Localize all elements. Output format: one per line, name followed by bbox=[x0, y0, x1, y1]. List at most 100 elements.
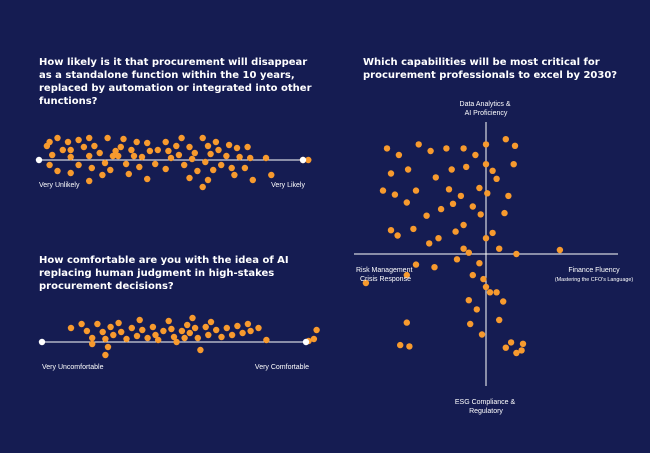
comfort-response-dot bbox=[144, 334, 151, 342]
likelihood-response-dot bbox=[231, 171, 238, 179]
likelihood-response-dot bbox=[236, 153, 243, 161]
capability-response-dot bbox=[513, 349, 520, 357]
quadrant-bottom-label-line: ESG Compliance & bbox=[455, 399, 516, 406]
comfort-response-dot bbox=[102, 335, 109, 343]
likelihood-response-dot bbox=[218, 161, 225, 169]
capability-response-dot bbox=[482, 235, 490, 242]
capability-response-dot bbox=[501, 209, 508, 217]
quadrant-left-label-line: Crisis Response bbox=[360, 276, 411, 283]
likelihood-left-label: Very Unlikely bbox=[39, 182, 80, 189]
likelihood-response-dot bbox=[146, 147, 154, 155]
comfort-response-dot bbox=[89, 334, 96, 342]
likelihood-response-dot bbox=[173, 142, 180, 150]
likelihood-response-dot bbox=[86, 152, 93, 160]
capability-response-dot bbox=[445, 186, 453, 193]
quadrant-left-label-line: Risk Management bbox=[356, 267, 412, 274]
likelihood-response-dot bbox=[75, 161, 82, 169]
capability-response-dot bbox=[460, 245, 467, 252]
comfort-response-dot bbox=[170, 333, 178, 341]
likelihood-response-dot bbox=[181, 161, 188, 169]
quadrant-bottom-label-line: Regulatory bbox=[469, 408, 503, 415]
likelihood-response-dot bbox=[186, 143, 193, 151]
capability-response-dot bbox=[467, 320, 474, 328]
comfort-response-dot bbox=[205, 331, 212, 339]
likelihood-response-dot bbox=[117, 143, 125, 151]
likelihood-response-dot bbox=[178, 134, 185, 142]
likelihood-response-dot bbox=[249, 176, 256, 184]
likelihood-response-dot bbox=[223, 152, 230, 160]
comfort-response-dot bbox=[313, 326, 320, 334]
question-critical-capabilities-title: Which capabilities will be most critical… bbox=[363, 57, 618, 81]
capability-response-dot bbox=[431, 264, 438, 271]
comfort-response-dot bbox=[247, 327, 254, 335]
capability-response-dot bbox=[510, 161, 517, 168]
comfort-response-dot bbox=[218, 333, 225, 341]
comfort-response-dot bbox=[191, 324, 199, 332]
capability-response-dot bbox=[480, 275, 487, 283]
comfort-response-dot bbox=[189, 314, 196, 322]
likelihood-response-dot bbox=[262, 154, 270, 162]
capability-response-dot bbox=[463, 163, 470, 171]
likelihood-response-dot bbox=[233, 144, 241, 152]
question-ai-judgment-title: How comfortable are you with the idea of… bbox=[39, 255, 289, 292]
comfort-response-dot bbox=[244, 320, 252, 328]
capability-response-dot bbox=[465, 297, 472, 304]
likelihood-response-dot bbox=[191, 149, 198, 157]
comfort-response-dot bbox=[115, 319, 122, 327]
quadrant-bottom-label: ESG Compliance & Regulatory bbox=[455, 399, 517, 415]
likelihood-response-dot bbox=[112, 147, 119, 155]
likelihood-response-dot bbox=[210, 166, 217, 174]
capability-response-dot bbox=[460, 221, 467, 229]
comfort-response-dot bbox=[255, 324, 262, 332]
capability-response-dot bbox=[477, 211, 484, 218]
capability-response-dot bbox=[457, 192, 465, 200]
comfort-response-dot bbox=[94, 320, 101, 328]
capability-response-dot bbox=[427, 147, 434, 155]
capability-response-dot bbox=[505, 192, 512, 200]
likelihood-dots bbox=[43, 134, 312, 191]
likelihood-right-label: Very Likely bbox=[271, 182, 305, 189]
likelihood-response-dot bbox=[133, 138, 140, 146]
capability-response-dot bbox=[394, 232, 401, 239]
capability-response-dot bbox=[449, 200, 457, 207]
capability-response-dot bbox=[437, 205, 445, 213]
comfort-response-dot bbox=[310, 335, 318, 343]
capability-response-dot bbox=[489, 229, 496, 237]
capability-response-dot bbox=[556, 246, 564, 254]
likelihood-response-dot bbox=[152, 160, 159, 168]
likelihood-response-dot bbox=[305, 156, 312, 164]
likelihood-response-dot bbox=[138, 153, 146, 161]
question-procurement-disappear-title: How likely is it that procurement will d… bbox=[39, 57, 312, 107]
capability-response-dot bbox=[404, 166, 412, 173]
capability-response-dot bbox=[484, 190, 491, 197]
likelihood-response-dot bbox=[165, 147, 172, 155]
likelihood-response-dot bbox=[115, 152, 122, 160]
quadrant-top-label-line: AI Proficiency bbox=[465, 110, 508, 117]
likelihood-response-dot bbox=[46, 138, 53, 146]
likelihood-response-dot bbox=[128, 146, 135, 154]
likelihood-response-dot bbox=[88, 164, 96, 172]
comfort-scale-chart: Very Uncomfortable Very Comfortable bbox=[38, 314, 320, 371]
capability-response-dot bbox=[469, 203, 476, 210]
likelihood-response-dot bbox=[107, 166, 114, 174]
capability-response-dot bbox=[432, 174, 439, 181]
comfort-response-dot bbox=[118, 328, 125, 336]
comfort-response-dot bbox=[139, 326, 146, 334]
likelihood-response-dot bbox=[162, 165, 169, 173]
comfort-response-dot bbox=[186, 329, 193, 337]
comfort-response-dot bbox=[123, 335, 130, 343]
comfort-response-dot bbox=[152, 331, 159, 339]
likelihood-scale-right-endpoint bbox=[299, 156, 307, 164]
capability-response-dot bbox=[395, 151, 403, 159]
capability-response-dot bbox=[472, 151, 479, 159]
likelihood-response-dot bbox=[228, 164, 235, 172]
likelihood-response-dot bbox=[167, 154, 175, 162]
comfort-response-dot bbox=[202, 323, 209, 331]
comfort-response-dot bbox=[160, 327, 167, 335]
capability-response-dot bbox=[473, 306, 480, 313]
comfort-response-dot bbox=[181, 334, 188, 342]
likelihood-response-dot bbox=[215, 146, 222, 154]
comfort-response-dot bbox=[178, 327, 186, 335]
likelihood-response-dot bbox=[194, 167, 201, 175]
likelihood-response-dot bbox=[175, 151, 183, 159]
